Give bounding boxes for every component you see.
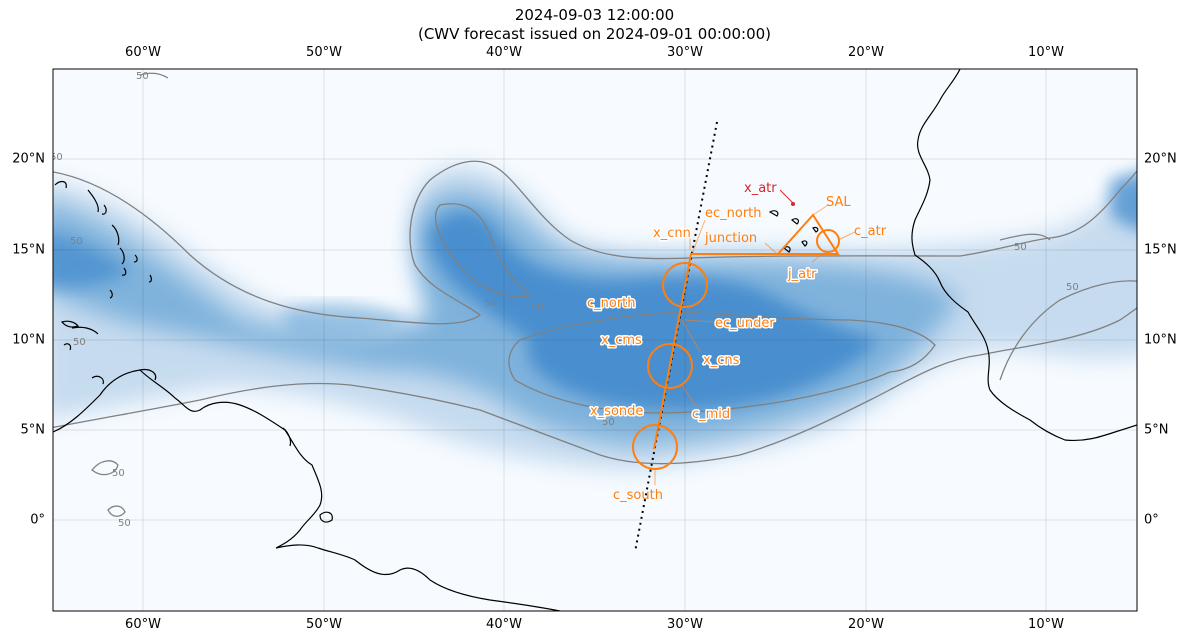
contour-labels: 50 50 50 50 50 50 50 50 50 50 50 (50, 71, 1079, 529)
south-america-coast (53, 369, 561, 611)
x-tick-bottom: 30°W (667, 617, 703, 632)
x-tick-bottom: 10°W (1028, 617, 1064, 632)
coastlines (53, 69, 1137, 611)
contour-label: 50 (118, 518, 131, 529)
contour-label: 50 (136, 71, 149, 82)
label-ec-north: ec_north (705, 206, 762, 221)
y-tick-left: 5°N (20, 422, 46, 438)
label-j-atr: j_atr (787, 267, 817, 282)
x-atr-leader (779, 189, 794, 204)
x-tick-top: 40°W (486, 45, 522, 60)
x-tick-top: 10°W (1028, 45, 1064, 60)
label-junction: junction (704, 231, 757, 246)
graticule (53, 69, 1137, 611)
label-x-cnn: x_cnn (653, 226, 691, 241)
circle-c-mid (647, 343, 693, 389)
y-tick-right: 10°N (1144, 332, 1177, 348)
plot-frame (52, 68, 1138, 612)
y-tick-left: 0° (30, 512, 45, 528)
y-tick-right: 5°N (1144, 422, 1169, 438)
label-c-mid: c_mid (692, 407, 730, 422)
label-ec-under: ec_under (715, 316, 775, 331)
y-tick-right: 15°N (1144, 242, 1177, 258)
contour-label: 50 (602, 417, 615, 428)
africa-coast (911, 69, 1137, 442)
y-tick-left: 10°N (12, 332, 45, 348)
contour-label: 50 (1066, 282, 1079, 293)
contour-label: 50 (112, 468, 125, 479)
label-sal: SAL (826, 195, 851, 210)
y-tick-right: 0° (1144, 512, 1159, 528)
x-tick-top: 30°W (667, 45, 703, 60)
contour-label: 50 (73, 337, 86, 348)
label-x-cms: x_cms (601, 333, 642, 348)
contour-label: 50 (1014, 242, 1027, 253)
map-title: 2024-09-03 12:00:00 (514, 6, 675, 24)
x-tick-bottom: 40°W (486, 617, 522, 632)
waypoint-labels: x_atr SAL ec_north x_cnn junction c_atr … (586, 181, 887, 503)
contour-label: 50 (70, 236, 83, 247)
flight-track (632, 213, 840, 470)
y-tick-left: 15°N (12, 242, 45, 258)
circle-c-north (662, 262, 708, 308)
contour-label: 50 (531, 302, 544, 313)
label-x-atr: x_atr (744, 181, 777, 196)
satellite-track (634, 121, 718, 553)
x-atr-marker (791, 202, 795, 206)
label-x-cns: x_cns (703, 353, 740, 368)
label-x-sonde: x_sonde (590, 404, 643, 419)
y-tick-right: 20°N (1144, 151, 1177, 167)
map-subtitle: (CWV forecast issued on 2024-09-01 00:00… (417, 25, 772, 43)
label-c-south: c_south (613, 488, 663, 503)
x-tick-bottom: 60°W (125, 617, 161, 632)
y-tick-left: 20°N (12, 151, 45, 167)
circle-c-south (632, 424, 678, 470)
contour-label: 50 (50, 152, 63, 163)
x-tick-bottom: 50°W (306, 617, 342, 632)
x-tick-top: 20°W (848, 45, 884, 60)
label-c-atr: c_atr (854, 224, 887, 239)
cwv-50-contours (53, 72, 1137, 517)
label-c-north: c_north (587, 296, 636, 311)
contour-label: 50 (484, 298, 497, 309)
x-tick-top: 60°W (125, 45, 161, 60)
x-tick-bottom: 20°W (848, 617, 884, 632)
x-tick-top: 50°W (306, 45, 342, 60)
circle-c-atr (816, 229, 840, 253)
annotation-leaders (654, 204, 856, 485)
